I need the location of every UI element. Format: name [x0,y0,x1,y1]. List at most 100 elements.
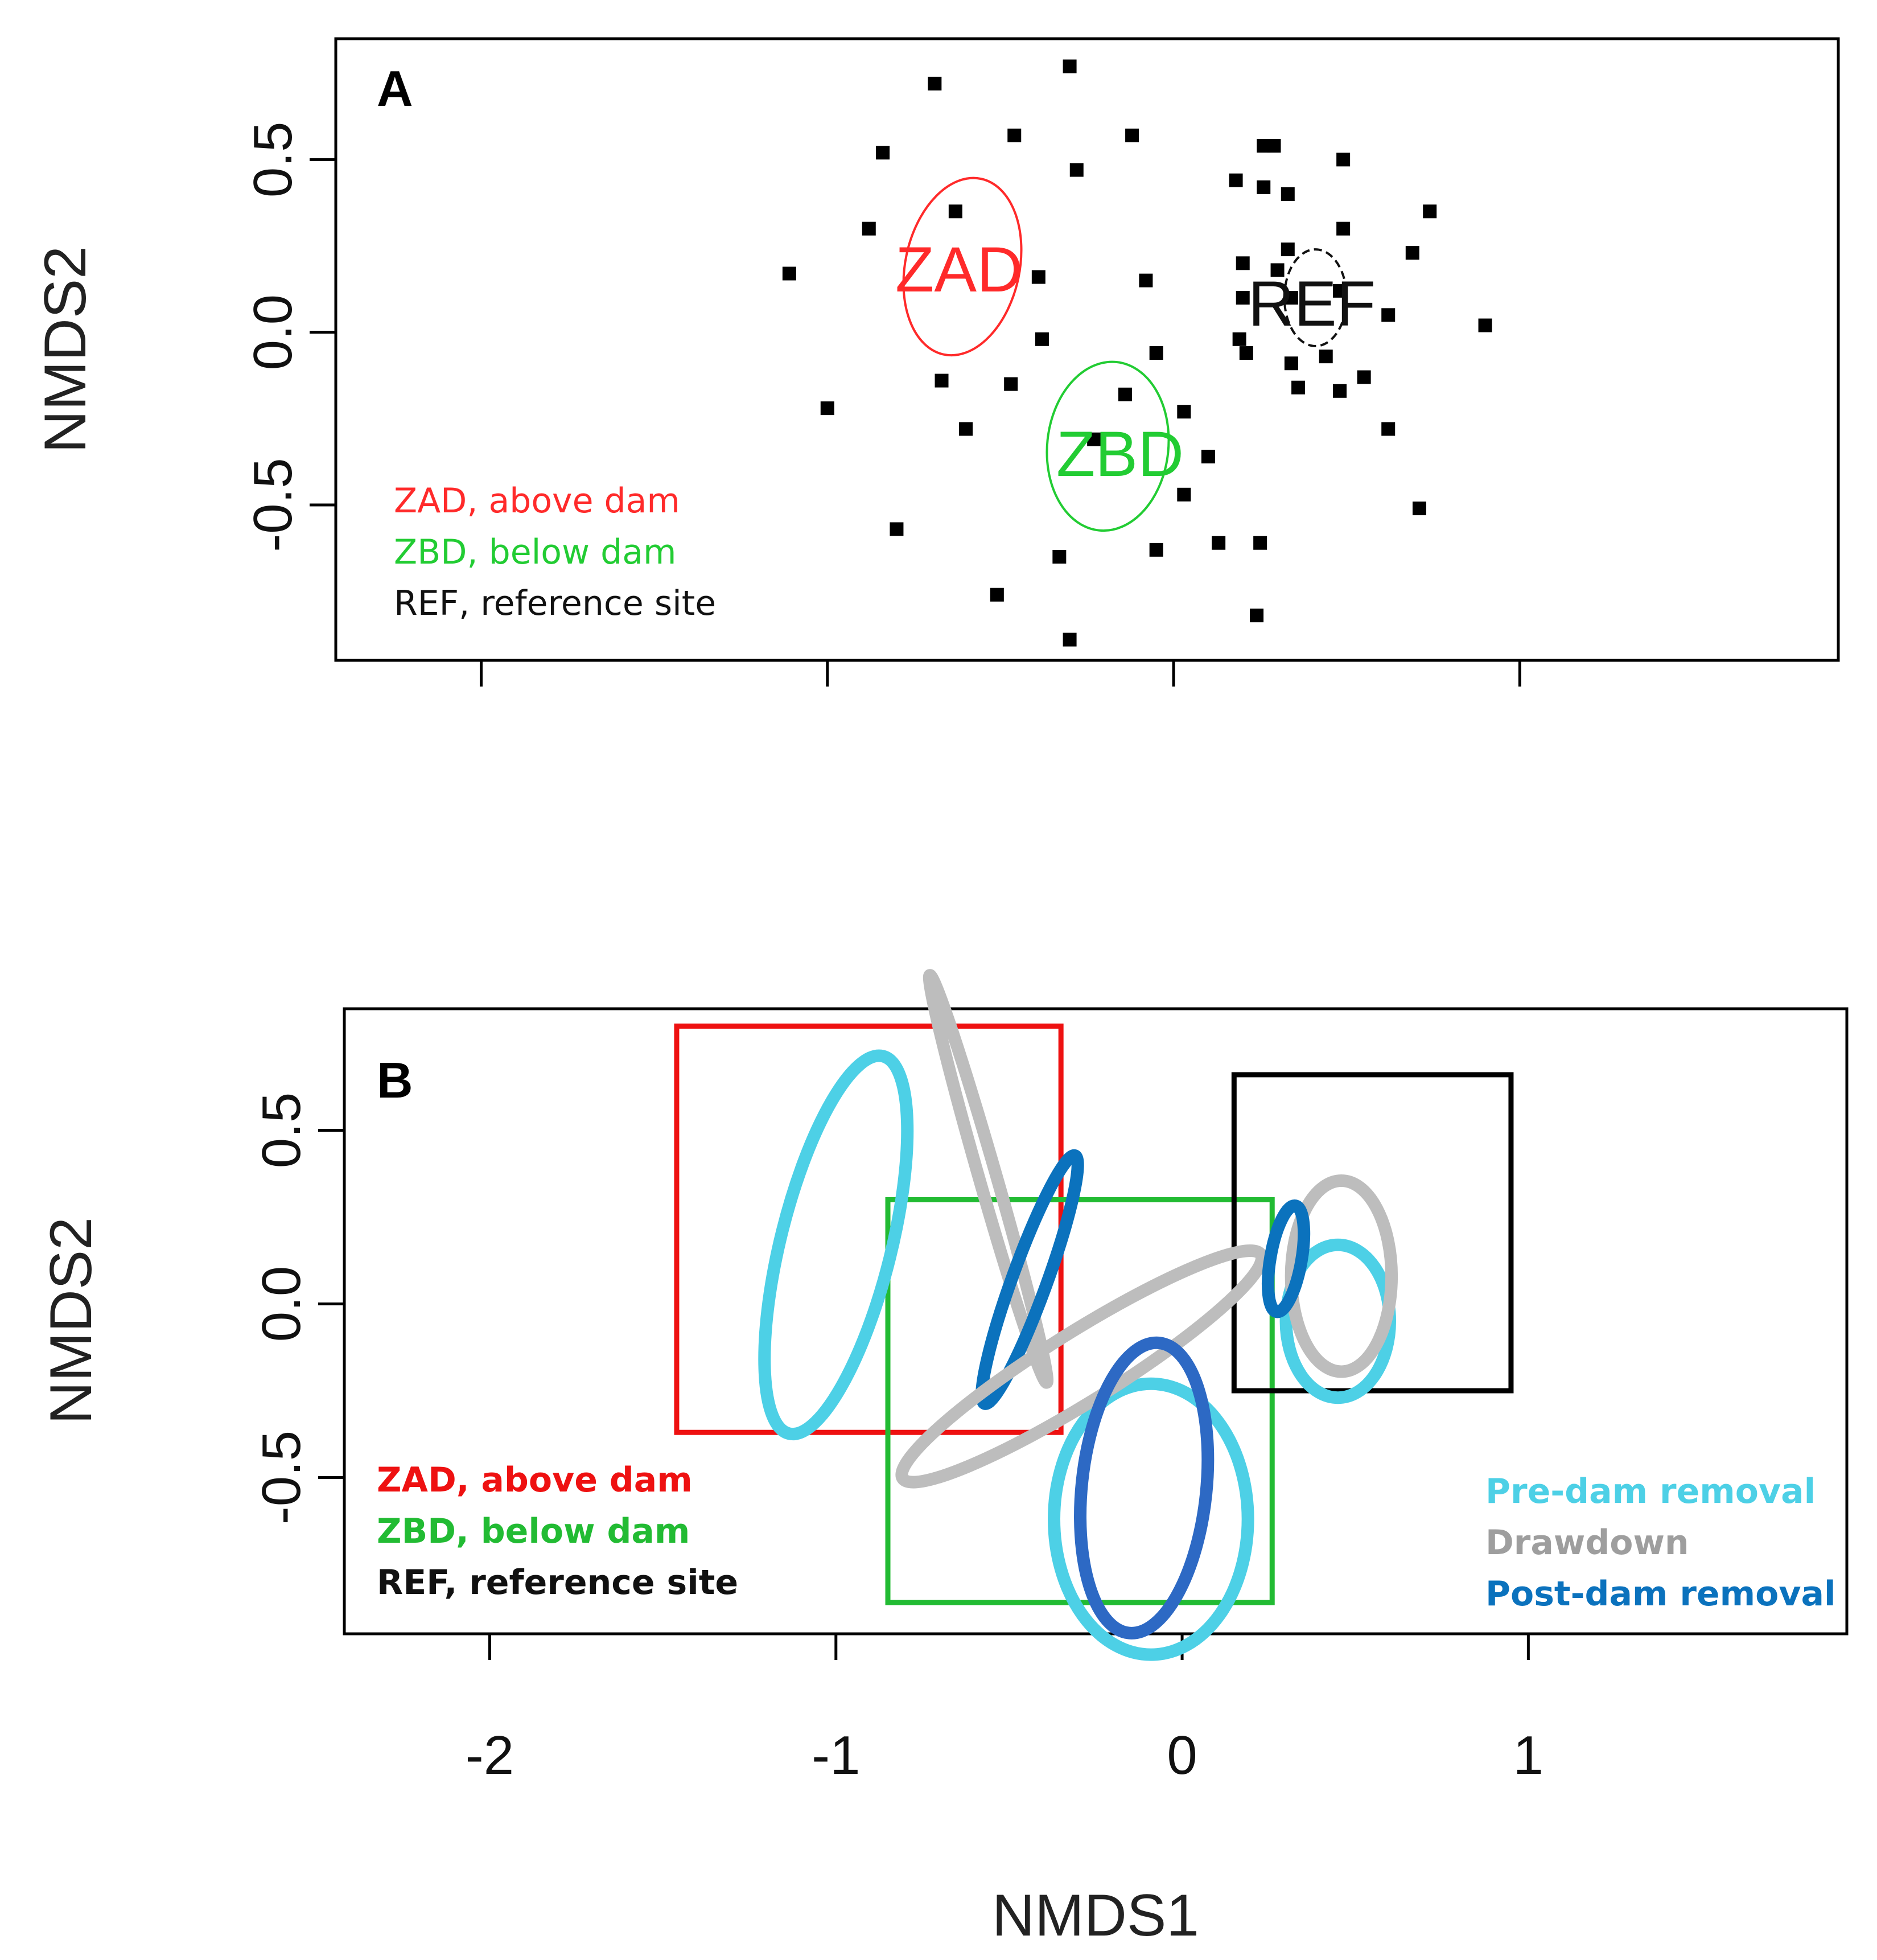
panel-a-y-tick-label: 0.5 [242,122,303,198]
panel-b-x-tick-label: 1 [1513,1725,1543,1786]
legend-b-zbd: ZBD, below dam [377,1511,690,1551]
panel-a-ellipses [902,176,1348,532]
site-point [1177,487,1191,502]
site-point [935,373,949,388]
site-point [948,204,962,219]
ref-ellipse [1283,248,1348,347]
panel-b-x-tick-label: -2 [466,1725,514,1786]
site-point [820,401,834,416]
panel-a-y-tick-label: 0.0 [242,294,303,370]
site-point [1149,346,1163,360]
site-point [1149,543,1163,557]
site-point [1063,59,1077,73]
site-point [1381,308,1396,322]
site-point [1177,405,1191,419]
site-point [1284,291,1298,305]
legend-a-zad: ZAD, above dam [394,481,680,521]
pre-dam-removal-zad-ellipse [758,1049,914,1441]
legend-a-ref: REF, reference site [394,584,716,623]
drawdown-zad-ellipse [923,969,1054,1389]
panel-b-x-tick-label: -1 [812,1725,860,1786]
site-point [1035,332,1049,346]
site-point [1118,387,1132,401]
site-point [1270,263,1285,277]
site-point [1267,139,1281,153]
panel-b-y-tick-label: 0.5 [251,1092,312,1168]
legend-pre-dam: Pre-dam removal [1485,1472,1816,1511]
post-dam-removal-zad-ellipse [975,1149,1084,1410]
site-point [1381,422,1396,436]
ref-group-box [1231,1072,1514,1394]
site-point [1063,632,1077,647]
zad-ellipse [902,176,1023,357]
site-point [1291,380,1306,395]
panel-b-x-axis: -2 -1 0 1 [466,1634,1543,1786]
drawdown-ref-ellipse [1285,1174,1398,1378]
site-point [1257,180,1271,194]
panel-a-x-axis [479,660,1521,687]
site-point [1069,163,1084,177]
panel-b-y-title: NMDS2 [38,1217,104,1424]
panel-b-y-tick-label: 0.0 [251,1266,312,1342]
legend-b-zad: ZAD, above dam [377,1460,693,1500]
panel-b-letter: B [377,1052,413,1108]
site-point [1229,173,1243,187]
zbd-centroid-label: ZBD [1056,418,1184,490]
site-point [1336,221,1351,236]
site-point [1336,153,1351,167]
site-point [1052,550,1067,564]
panel-a-y-tick-label: -0.5 [242,458,303,552]
panel-a-letter: A [377,60,413,117]
site-point [1239,346,1253,360]
site-point [1423,204,1437,219]
panel-a-points [782,59,1492,647]
site-point [1232,332,1246,346]
site-point [1004,377,1018,391]
site-point [1319,350,1333,364]
panel-b-x-tick-label: 0 [1167,1725,1197,1786]
site-point [1087,432,1101,446]
site-point [1333,384,1347,398]
site-point [1281,243,1295,257]
site-point [990,587,1004,602]
site-point [1007,128,1022,142]
site-point [928,76,942,91]
legend-drawdown: Drawdown [1485,1523,1689,1563]
site-point [1412,502,1426,516]
zad-centroid-label: ZAD [895,234,1023,305]
site-point [1125,128,1139,142]
site-point [959,422,973,436]
panel-a-y-axis: -0.5 0.0 0.5 [242,122,336,552]
site-point [782,266,796,281]
site-point [1212,536,1226,550]
panel-b-ellipses [758,969,1398,1661]
ref-centroid-label: REF [1248,268,1376,339]
site-point [1250,609,1264,623]
panel-a-frame [334,37,1840,662]
panel-a: -0.50.00.5 ZAD ZBD REF A ZAD, above dam … [32,37,1840,687]
x-axis-title: NMDS1 [992,1883,1199,1949]
site-point [1281,187,1295,201]
site-point [1357,370,1371,384]
site-point [1284,356,1298,371]
legend-a-zbd: ZBD, below dam [394,532,676,572]
site-point [876,146,890,160]
site-point [1478,318,1492,332]
panel-b-y-axis: -0.5 0.0 0.5 [251,1092,344,1525]
site-point [1257,139,1271,153]
pre-dam-removal-zbd-ellipse [1048,1377,1254,1661]
site-point [862,221,876,236]
post-dam-removal-zbd-ellipse [1074,1336,1215,1640]
site-point [1333,283,1347,298]
site-point [890,522,904,536]
site-point [1139,273,1153,287]
legend-post-dam: Post-dam removal [1485,1574,1836,1614]
site-point [1201,450,1215,464]
panel-b: -0.5 0.0 0.5 -2 -1 0 1 B ZAD, above dam ZBD, … [38,969,1849,1949]
post-dam-removal-ref-ellipse [1261,1199,1311,1318]
panel-a-y-title: NMDS2 [32,246,98,453]
panel-b-y-tick-label: -0.5 [251,1431,312,1525]
zbd-ellipse [1045,360,1170,532]
site-point [1405,246,1419,260]
